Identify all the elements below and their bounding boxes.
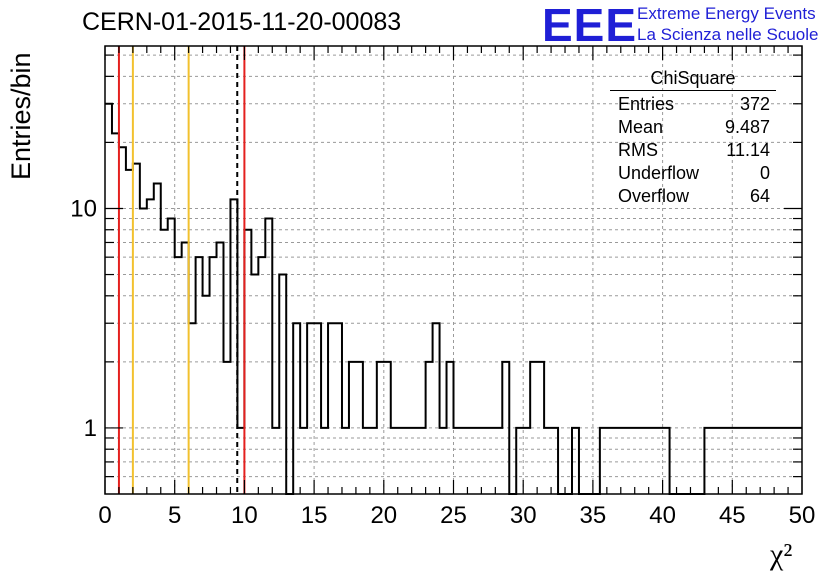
stats-value: 64 (749, 186, 770, 206)
x-tick-label: 15 (301, 502, 328, 529)
stats-label: Mean (618, 117, 664, 137)
x-tick-label: 0 (98, 502, 111, 529)
stats-label: Overflow (618, 186, 690, 206)
stats-row-underflow: Underflow 0 (610, 162, 776, 185)
eee-logo-mark: EEE (542, 0, 638, 51)
x-tick-label: 20 (370, 502, 397, 529)
stats-value: 0 (759, 163, 770, 183)
histogram-outline (105, 102, 802, 495)
logo-line-2: La Scienza nelle Scuole (637, 25, 819, 44)
x-tick-label: 50 (789, 502, 816, 529)
stats-row-mean: Mean 9.487 (610, 116, 776, 139)
x-tick-label: 30 (510, 502, 537, 529)
x-tick-label: 35 (580, 502, 607, 529)
stats-value: 372 (739, 94, 770, 114)
stats-box: ChiSquare Entries 372 Mean 9.487 RMS 11.14 … (610, 68, 776, 208)
logo-line-1: Extreme Energy Events (637, 4, 816, 23)
chart-title: CERN-01-2015-11-20-00083 (82, 8, 402, 36)
stats-title: ChiSquare (610, 68, 776, 91)
stats-row-entries: Entries 372 (610, 93, 776, 116)
x-tick-label: 10 (231, 502, 258, 529)
x-axis-label: χ² (770, 538, 793, 571)
x-tick-label: 5 (168, 502, 181, 529)
x-tick-label: 40 (649, 502, 676, 529)
stats-label: Underflow (618, 163, 700, 183)
y-axis-label: Entries/bin (6, 52, 36, 180)
y-tick-label: 10 (70, 195, 97, 222)
stats-row-rms: RMS 11.14 (610, 139, 776, 162)
y-tick-label: 1 (84, 415, 97, 442)
stats-value: 9.487 (724, 117, 770, 137)
stats-value: 11.14 (726, 140, 770, 160)
x-tick-label: 25 (440, 502, 467, 529)
stats-label: Entries (618, 94, 675, 114)
stats-label: RMS (618, 140, 658, 160)
stats-row-overflow: Overflow 64 (610, 185, 776, 208)
x-tick-label: 45 (719, 502, 746, 529)
